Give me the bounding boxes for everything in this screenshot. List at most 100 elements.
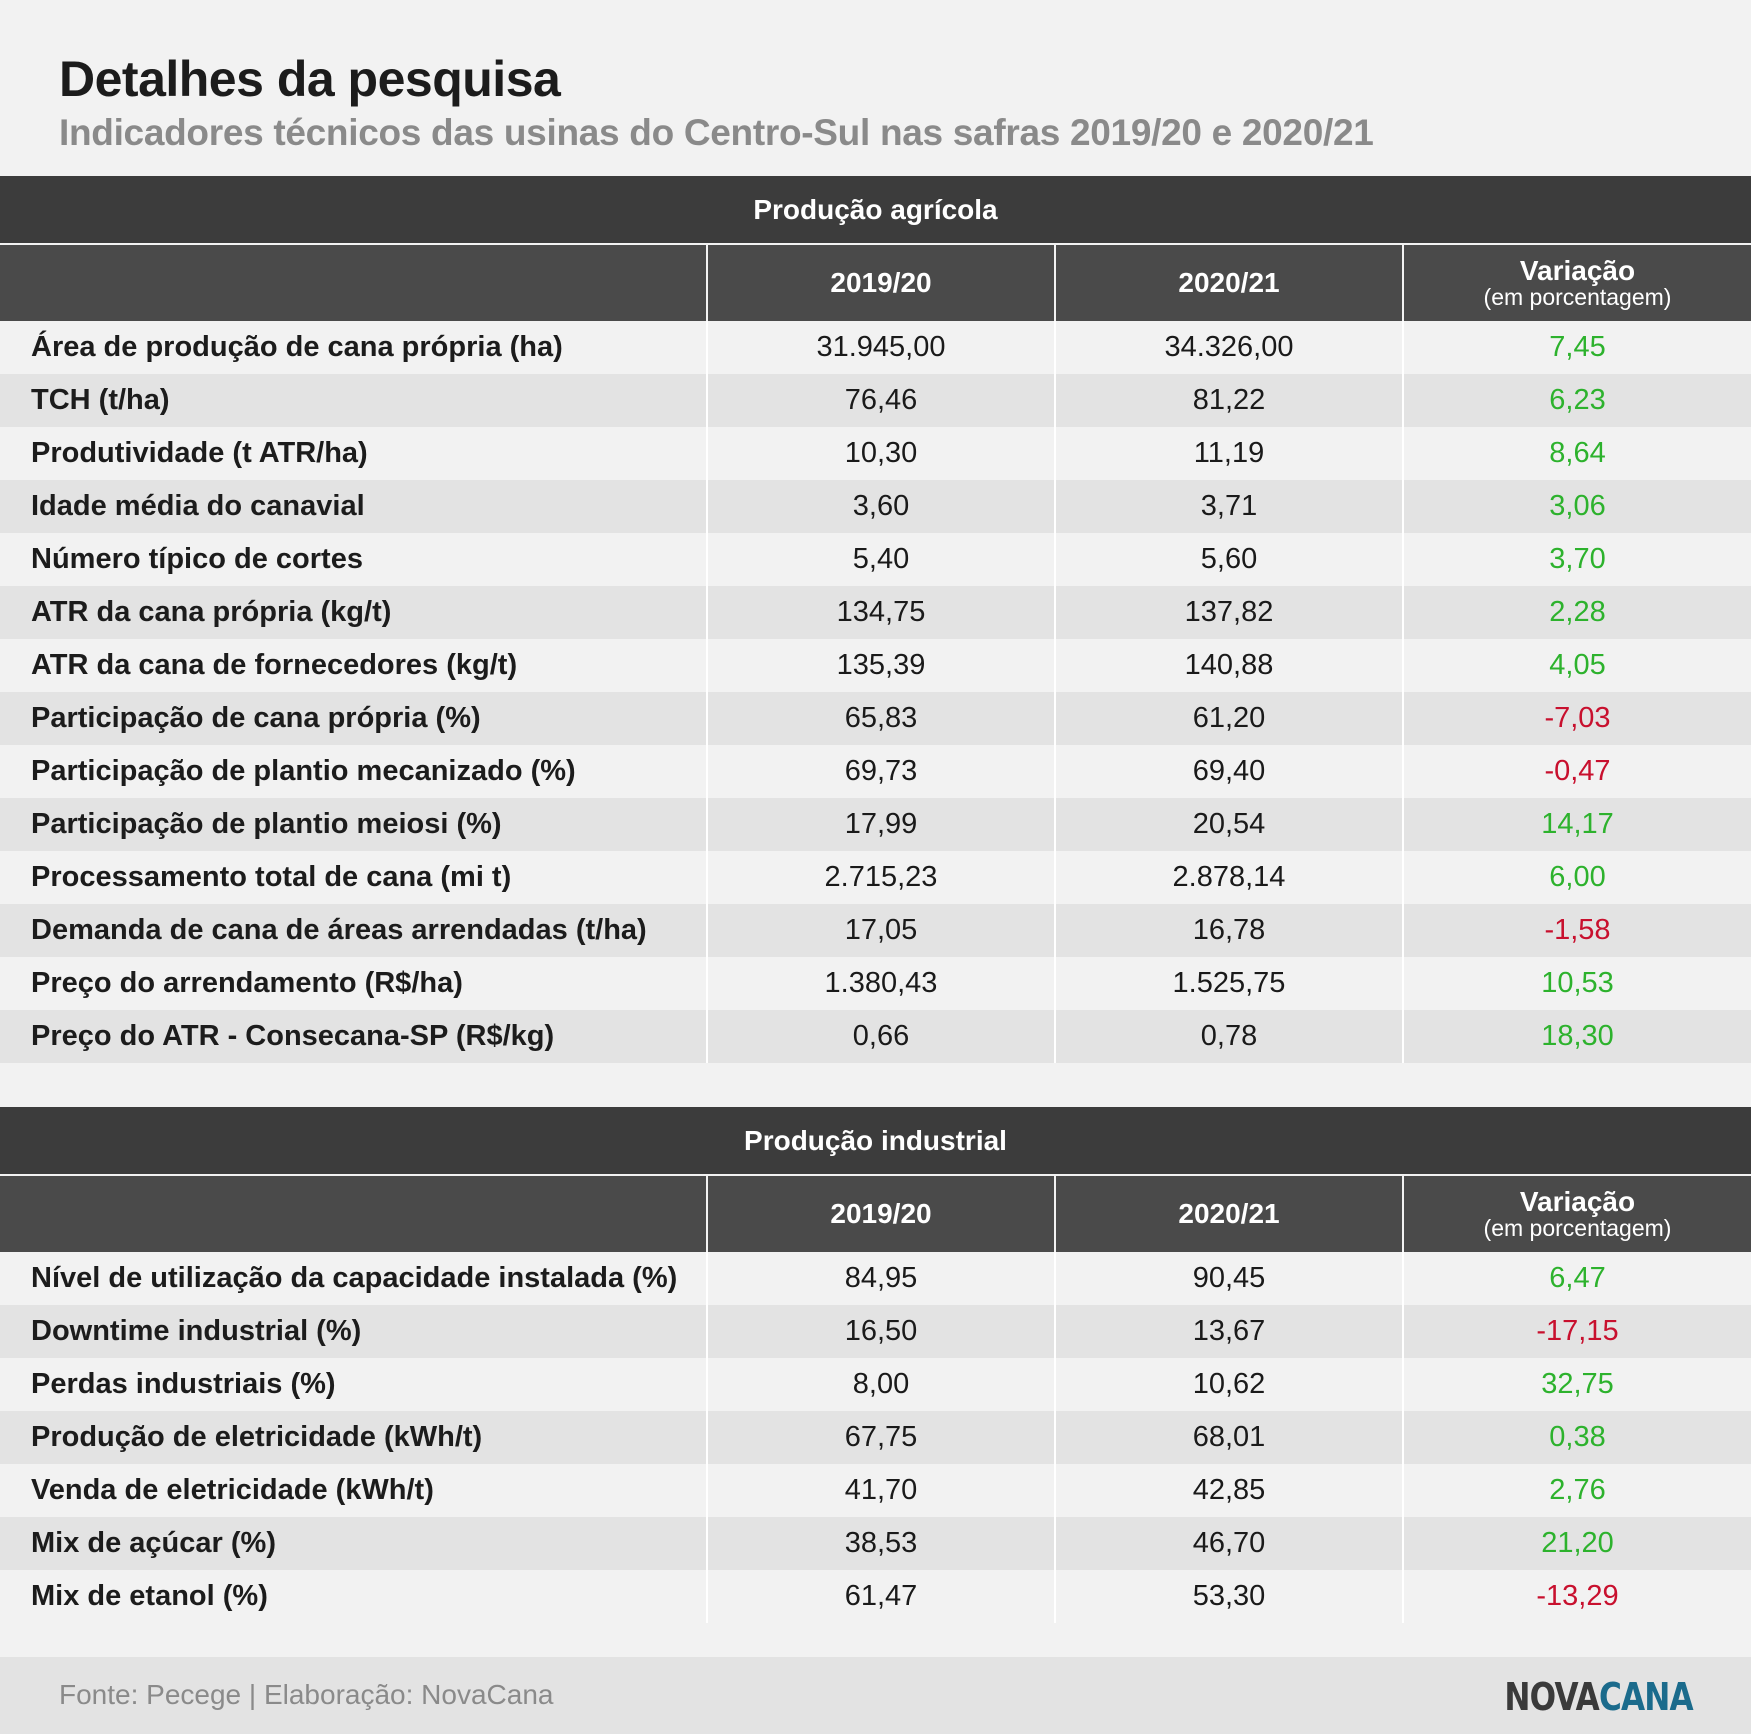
value-2020-21: 34.326,00: [1054, 321, 1402, 374]
table-row: Idade média do canavial 3,60 3,71 3,06: [0, 480, 1751, 533]
table-row: Preço do ATR - Consecana-SP (R$/kg) 0,66 0…: [0, 1010, 1751, 1063]
value-2019-20: 5,40: [706, 533, 1054, 586]
value-variacao: 32,75: [1402, 1358, 1751, 1411]
table-row: ATR da cana própria (kg/t) 134,75 137,82 2,…: [0, 586, 1751, 639]
row-label: Mix de açúcar (%): [31, 1527, 276, 1559]
row-label: ATR da cana própria (kg/t): [31, 596, 392, 628]
row-label: Perdas industriais (%): [31, 1368, 336, 1400]
value-variacao: 6,23: [1402, 374, 1751, 427]
column-header-2019-20: 2019/20: [706, 245, 1054, 321]
column-header-variacao: Variação (em porcentagem): [1402, 245, 1751, 321]
value-2019-20: 38,53: [706, 1517, 1054, 1570]
row-label: Área de produção de cana própria (ha): [31, 331, 563, 363]
table-row: Produtividade (t ATR/ha) 10,30 11,19 8,64: [0, 427, 1751, 480]
value-2020-21: 20,54: [1054, 798, 1402, 851]
value-2019-20: 0,66: [706, 1010, 1054, 1063]
row-label: Nível de utilização da capacidade instal…: [31, 1262, 678, 1294]
footer: Fonte: Pecege | Elaboração: NovaCana NOV…: [0, 1657, 1751, 1734]
row-label: Processamento total de cana (mi t): [31, 861, 512, 893]
row-label: Produtividade (t ATR/ha): [31, 437, 368, 469]
value-2020-21: 11,19: [1054, 427, 1402, 480]
column-header-text: Variação: [1519, 255, 1636, 286]
value-2020-21: 0,78: [1054, 1010, 1402, 1063]
value-2020-21: 2.878,14: [1054, 851, 1402, 904]
value-2019-20: 65,83: [706, 692, 1054, 745]
table-body: Nível de utilização da capacidade instal…: [0, 1252, 1751, 1623]
row-label: Preço do ATR - Consecana-SP (R$/kg): [31, 1020, 555, 1052]
row-label: Número típico de cortes: [31, 543, 363, 575]
value-variacao: -0,47: [1402, 745, 1751, 798]
page-subtitle: Indicadores técnicos das usinas do Centr…: [59, 112, 1374, 153]
table-row: Venda de eletricidade (kWh/t) 41,70 42,85 2…: [0, 1464, 1751, 1517]
row-label: Mix de etanol (%): [31, 1580, 268, 1612]
value-2020-21: 90,45: [1054, 1252, 1402, 1305]
row-label: ATR da cana de fornecedores (kg/t): [31, 649, 518, 681]
column-header-2020-21: 2020/21: [1054, 245, 1402, 321]
value-2019-20: 2.715,23: [706, 851, 1054, 904]
column-header-label: [0, 245, 706, 321]
column-header-label: [0, 1176, 706, 1252]
value-variacao: 14,17: [1402, 798, 1751, 851]
column-header-2020-21: 2020/21: [1054, 1176, 1402, 1252]
row-label: Idade média do canavial: [31, 490, 365, 522]
column-header-text: 2019/20: [830, 267, 932, 298]
table-row: Mix de açúcar (%) 38,53 46,70 21,20: [0, 1517, 1751, 1570]
section-title: Produção agrícola: [0, 176, 1751, 245]
value-2020-21: 61,20: [1054, 692, 1402, 745]
table-row: Downtime industrial (%) 16,50 13,67 -17,15: [0, 1305, 1751, 1358]
header: Detalhes da pesquisa Indicadores técnico…: [0, 0, 1751, 176]
table-row: Participação de cana própria (%) 65,83 61,…: [0, 692, 1751, 745]
value-2020-21: 137,82: [1054, 586, 1402, 639]
value-variacao: 6,47: [1402, 1252, 1751, 1305]
table-producao-industrial: Produção industrial 2019/20 2020/21 Variaçã…: [0, 1107, 1751, 1623]
value-2019-20: 10,30: [706, 427, 1054, 480]
value-2019-20: 135,39: [706, 639, 1054, 692]
table-row: Área de produção de cana própria (ha) 31.…: [0, 321, 1751, 374]
table-row: Preço do arrendamento (R$/ha) 1.380,43 1.5…: [0, 957, 1751, 1010]
novacana-logo: NOVACANA: [1504, 1675, 1694, 1719]
column-header-subtext: (em porcentagem): [1483, 1215, 1672, 1241]
column-header-row: 2019/20 2020/21 Variação (em porcentagem): [0, 245, 1751, 321]
value-2020-21: 10,62: [1054, 1358, 1402, 1411]
value-2019-20: 61,47: [706, 1570, 1054, 1623]
value-2019-20: 8,00: [706, 1358, 1054, 1411]
table-body: Área de produção de cana própria (ha) 31.…: [0, 321, 1751, 1063]
value-2019-20: 3,60: [706, 480, 1054, 533]
value-2019-20: 134,75: [706, 586, 1054, 639]
value-variacao: 18,30: [1402, 1010, 1751, 1063]
table-row: Participação de plantio mecanizado (%) 69…: [0, 745, 1751, 798]
row-label: Produção de eletricidade (kWh/t): [31, 1421, 483, 1453]
column-header-2019-20: 2019/20: [706, 1176, 1054, 1252]
value-2019-20: 17,05: [706, 904, 1054, 957]
column-header-text: 2020/21: [1178, 1198, 1280, 1229]
value-2019-20: 17,99: [706, 798, 1054, 851]
value-variacao: 21,20: [1402, 1517, 1751, 1570]
table-producao-agricola: Produção agrícola 2019/20 2020/21 Variação(…: [0, 176, 1751, 1063]
value-2020-21: 53,30: [1054, 1570, 1402, 1623]
value-2020-21: 5,60: [1054, 533, 1402, 586]
table-row: Demanda de cana de áreas arrendadas (t/h…: [0, 904, 1751, 957]
value-2020-21: 13,67: [1054, 1305, 1402, 1358]
value-2020-21: 42,85: [1054, 1464, 1402, 1517]
table-row: Perdas industriais (%) 8,00 10,62 32,75: [0, 1358, 1751, 1411]
value-variacao: -17,15: [1402, 1305, 1751, 1358]
column-header-text: Variação: [1519, 1186, 1636, 1217]
table-row: Nível de utilização da capacidade instal…: [0, 1252, 1751, 1305]
value-2019-20: 76,46: [706, 374, 1054, 427]
table-row: Número típico de cortes 5,40 5,60 3,70: [0, 533, 1751, 586]
table-row: Mix de etanol (%) 61,47 53,30 -13,29: [0, 1570, 1751, 1623]
row-label: Participação de cana própria (%): [31, 702, 481, 734]
value-variacao: 10,53: [1402, 957, 1751, 1010]
value-2020-21: 81,22: [1054, 374, 1402, 427]
row-label: Venda de eletricidade (kWh/t): [31, 1474, 434, 1506]
value-2019-20: 16,50: [706, 1305, 1054, 1358]
row-label: Participação de plantio mecanizado (%): [31, 755, 576, 787]
table-row: Produção de eletricidade (kWh/t) 67,75 68,…: [0, 1411, 1751, 1464]
row-label: TCH (t/ha): [31, 384, 170, 416]
value-variacao: -7,03: [1402, 692, 1751, 745]
logo-part-nova: NOVA: [1504, 1675, 1600, 1719]
value-variacao: 2,28: [1402, 586, 1751, 639]
row-label: Participação de plantio meiosi (%): [31, 808, 502, 840]
column-header-text: 2020/21: [1178, 267, 1280, 298]
logo-part-cana: CANA: [1599, 1675, 1694, 1719]
